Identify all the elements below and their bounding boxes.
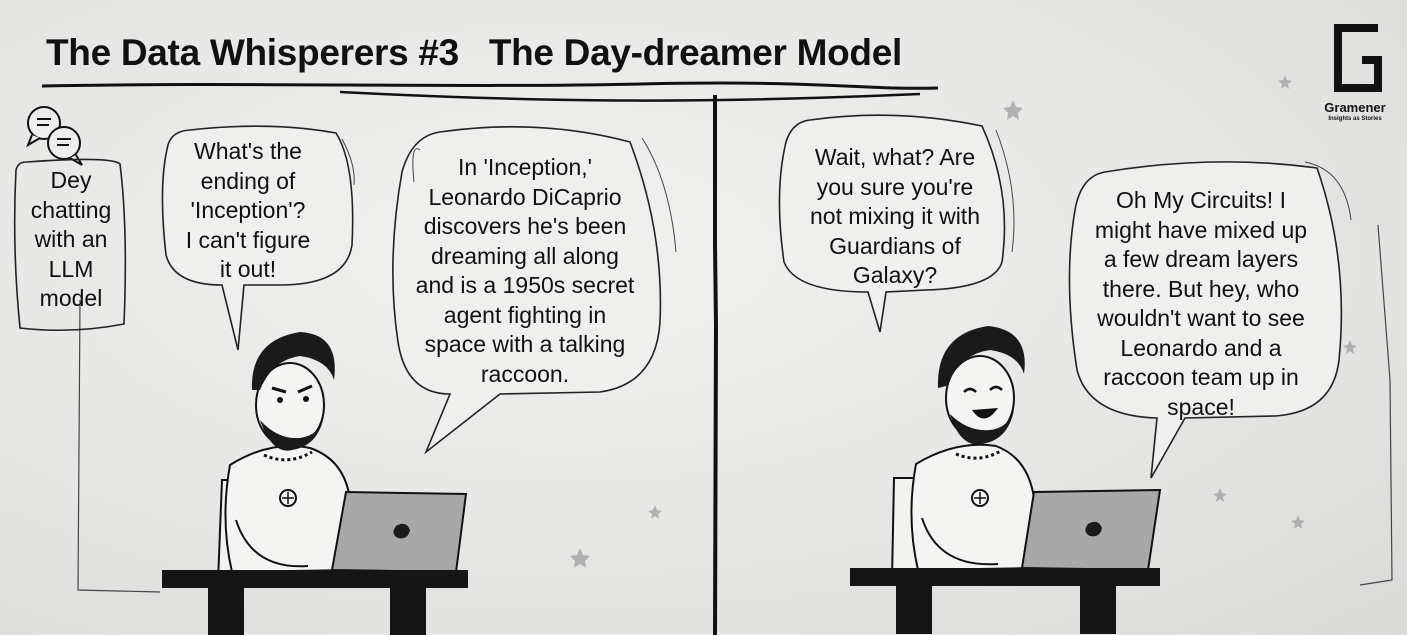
logo-name: Gramener bbox=[1324, 100, 1386, 115]
star-icon bbox=[1278, 75, 1292, 89]
title-underline bbox=[41, 81, 939, 102]
star-icon bbox=[570, 548, 590, 568]
panel-divider bbox=[713, 95, 719, 635]
gramener-g-logo-icon bbox=[1334, 24, 1382, 92]
laptop bbox=[330, 490, 468, 574]
user-character-laughing bbox=[910, 326, 1038, 572]
user-speech-bubble-text: What's the ending of 'Inception'? I can't f… bbox=[185, 138, 311, 282]
star-icon bbox=[1291, 515, 1305, 529]
desk bbox=[162, 570, 468, 635]
laptop bbox=[1020, 488, 1162, 572]
caption-box-outline bbox=[13, 158, 127, 332]
user-speech-bubble-text: Wait, what? Are you sure you're not mixing… bbox=[809, 144, 980, 288]
star-icon bbox=[648, 505, 662, 519]
star-icon bbox=[1213, 488, 1227, 502]
comic-title: The Data Whisperers #3 The Day-dreamer M… bbox=[46, 32, 902, 73]
right-character-scene bbox=[850, 326, 1162, 634]
left-character-scene bbox=[162, 332, 468, 635]
logo-tagline: Insights as Stories bbox=[1328, 116, 1382, 122]
chat-bubbles-icon bbox=[25, 106, 83, 166]
model-speech-bubble-outline bbox=[1068, 161, 1352, 479]
user-speech-bubble-outline bbox=[161, 125, 355, 351]
desk bbox=[850, 568, 1160, 634]
user-speech-bubble-outline bbox=[778, 114, 1015, 333]
model-speech-bubble-text: In 'Inception,' Leonardo DiCaprio discover… bbox=[415, 154, 635, 387]
caption-text: Dey chatting with an LLM model bbox=[30, 167, 112, 311]
user-character-frowning bbox=[224, 332, 354, 574]
gramener-logo: Gramener Insights as Stories bbox=[1320, 20, 1390, 140]
model-speech-bubble-outline bbox=[392, 126, 677, 455]
